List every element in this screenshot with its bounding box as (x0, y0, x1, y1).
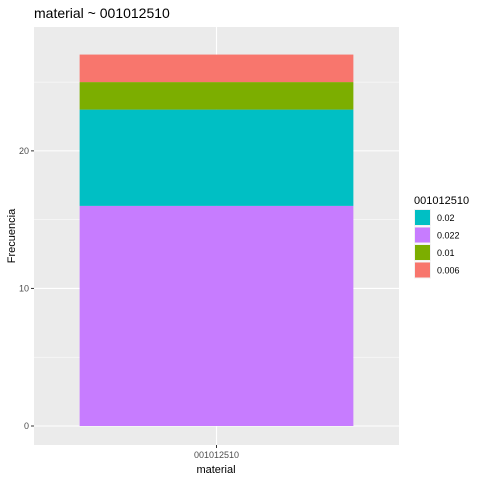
bar-segment-0.022 (79, 205, 354, 426)
bar-segment-0.01 (79, 82, 354, 110)
legend-label: 0.02 (437, 213, 455, 223)
legend-title: 001012510 (414, 195, 469, 207)
bar-segment-0.006 (79, 54, 354, 83)
chart-title: material ~ 001012510 (34, 5, 170, 21)
legend: 001012510 0.02 0.022 0.01 0.006 (414, 195, 469, 279)
x-axis-ticks: 001012510 (194, 445, 239, 460)
legend-key-0.022 (415, 227, 430, 243)
y-axis-ticks: 0 10 20 (19, 146, 34, 431)
x-axis-title: material (196, 464, 235, 476)
legend-label: 0.022 (437, 231, 460, 241)
legend-key-0.02 (415, 210, 430, 225)
y-tick-label: 10 (19, 283, 29, 293)
y-axis-title: Frecuencia (6, 208, 18, 263)
bar-segment-0.02 (79, 109, 354, 206)
y-tick-label: 0 (24, 421, 29, 431)
legend-label: 0.006 (437, 266, 460, 276)
legend-label: 0.01 (437, 248, 455, 258)
x-tick-label: 001012510 (194, 450, 239, 460)
legend-key-0.01 (415, 245, 430, 260)
y-tick-label: 20 (19, 146, 29, 156)
bar-segments (79, 54, 354, 426)
legend-key-0.006 (415, 262, 430, 278)
